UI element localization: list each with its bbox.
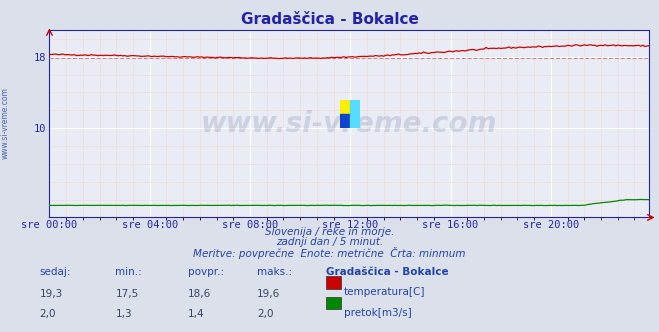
Text: povpr.:: povpr.:	[188, 267, 224, 277]
Text: min.:: min.:	[115, 267, 142, 277]
Text: Gradaščica - Bokalce: Gradaščica - Bokalce	[326, 267, 449, 277]
Text: pretok[m3/s]: pretok[m3/s]	[344, 308, 412, 318]
Text: 18,6: 18,6	[188, 289, 211, 299]
Text: www.si-vreme.com: www.si-vreme.com	[1, 87, 10, 159]
Text: 19,3: 19,3	[40, 289, 63, 299]
Text: Slovenija / reke in morje.: Slovenija / reke in morje.	[265, 227, 394, 237]
Bar	[341, 100, 351, 114]
Polygon shape	[351, 114, 360, 128]
Text: 1,4: 1,4	[188, 309, 204, 319]
Bar	[351, 100, 360, 114]
Text: 2,0: 2,0	[257, 309, 273, 319]
Bar	[341, 114, 351, 128]
Text: 19,6: 19,6	[257, 289, 280, 299]
Text: Meritve: povprečne  Enote: metrične  Črta: minmum: Meritve: povprečne Enote: metrične Črta:…	[193, 247, 466, 259]
Text: 1,3: 1,3	[115, 309, 132, 319]
Text: temperatura[C]: temperatura[C]	[344, 287, 426, 297]
Text: maks.:: maks.:	[257, 267, 292, 277]
Text: www.si-vreme.com: www.si-vreme.com	[201, 110, 498, 138]
Text: 2,0: 2,0	[40, 309, 56, 319]
Text: zadnji dan / 5 minut.: zadnji dan / 5 minut.	[276, 237, 383, 247]
Text: sedaj:: sedaj:	[40, 267, 71, 277]
Text: 17,5: 17,5	[115, 289, 138, 299]
Text: Gradaščica - Bokalce: Gradaščica - Bokalce	[241, 12, 418, 27]
